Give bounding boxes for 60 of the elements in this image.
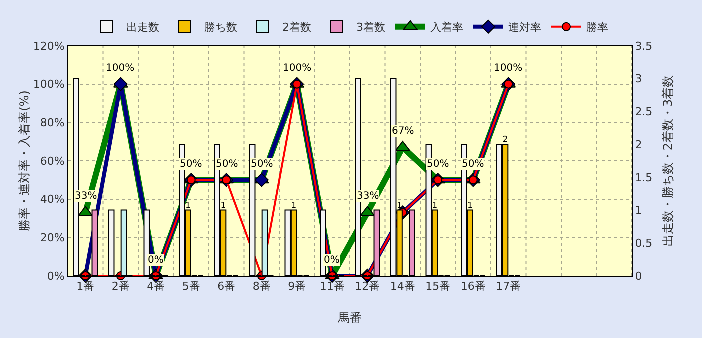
y2-tick-label: 3.5 bbox=[635, 40, 653, 53]
y-tick-label: 0% bbox=[47, 270, 65, 283]
y2-tick-label: 0 bbox=[635, 270, 642, 283]
data-label: 100% bbox=[283, 63, 312, 74]
x-tick-label: 5番 bbox=[182, 280, 200, 294]
x-tick-label: 1番 bbox=[76, 280, 95, 294]
data-label: 50% bbox=[251, 159, 274, 170]
data-label: 2 bbox=[502, 134, 508, 144]
point bbox=[114, 77, 128, 92]
data-label: 100% bbox=[494, 63, 523, 74]
legend-label: 連対率 bbox=[508, 21, 542, 34]
x-tick-label: 9番 bbox=[288, 280, 306, 294]
x-tick-label: 11番 bbox=[320, 280, 345, 294]
data-label: 1 bbox=[220, 200, 226, 210]
data-label: 1 bbox=[291, 200, 297, 210]
y-tick-label: 100% bbox=[33, 78, 65, 92]
point bbox=[254, 173, 269, 188]
legend-label: 勝ち数 bbox=[204, 21, 238, 34]
x-tick-label: 6番 bbox=[218, 280, 236, 294]
legend-label: 2着数 bbox=[282, 21, 312, 34]
legend-label: 入着率 bbox=[430, 21, 464, 34]
data-label: 1 bbox=[468, 200, 473, 210]
y2-tick-label: 2 bbox=[635, 138, 642, 152]
data-label: 50% bbox=[180, 159, 202, 170]
data-label: 1 bbox=[432, 200, 438, 210]
y-tick-label: 20% bbox=[40, 232, 65, 245]
y-tick-label: 60% bbox=[40, 154, 65, 168]
data-label: 0% bbox=[148, 255, 164, 266]
y-tick-label: 120% bbox=[33, 40, 65, 53]
data-label: 1 bbox=[186, 200, 191, 210]
y2-tick-label: 1 bbox=[635, 204, 642, 218]
data-label: 50% bbox=[427, 159, 450, 170]
y2-axis-title: 出走数・勝ち数・2着数・3着数 bbox=[661, 75, 675, 247]
data-label: 1 bbox=[397, 200, 402, 210]
x-axis-title: 馬番 bbox=[337, 311, 362, 325]
x-tick-label: 15番 bbox=[426, 280, 451, 294]
data-label: 0% bbox=[324, 255, 340, 266]
y2-tick-label: 1.5 bbox=[635, 171, 653, 184]
y-tick-label: 80% bbox=[40, 116, 65, 130]
data-label: 67% bbox=[392, 126, 414, 137]
data-label: 100% bbox=[106, 63, 135, 74]
y2-tick-label: 3 bbox=[635, 72, 642, 86]
x-tick-label: 17番 bbox=[496, 280, 522, 294]
y2-tick-label: 0.5 bbox=[635, 236, 653, 250]
x-tick-label: 16番 bbox=[460, 280, 486, 294]
x-tick-label: 2番 bbox=[112, 280, 130, 294]
legend-label: 勝率 bbox=[586, 21, 608, 34]
x-tick-label: 14番 bbox=[390, 280, 416, 294]
data-label: 33% bbox=[75, 191, 98, 202]
data-label: 50% bbox=[462, 159, 484, 170]
x-tick-label: 8番 bbox=[252, 280, 271, 294]
x-tick-label: 4番 bbox=[147, 280, 166, 294]
y-axis-title: 勝率・連対率・入着率(%) bbox=[17, 90, 32, 232]
y2-tick-label: 2.5 bbox=[635, 106, 653, 119]
legend-label: 3着数 bbox=[356, 21, 386, 34]
x-tick-label: 12番 bbox=[355, 280, 380, 294]
y-tick-label: 40% bbox=[40, 193, 65, 206]
data-label: 50% bbox=[216, 159, 238, 170]
data-label: 33% bbox=[357, 191, 380, 202]
legend-label: 出走数 bbox=[126, 21, 160, 34]
